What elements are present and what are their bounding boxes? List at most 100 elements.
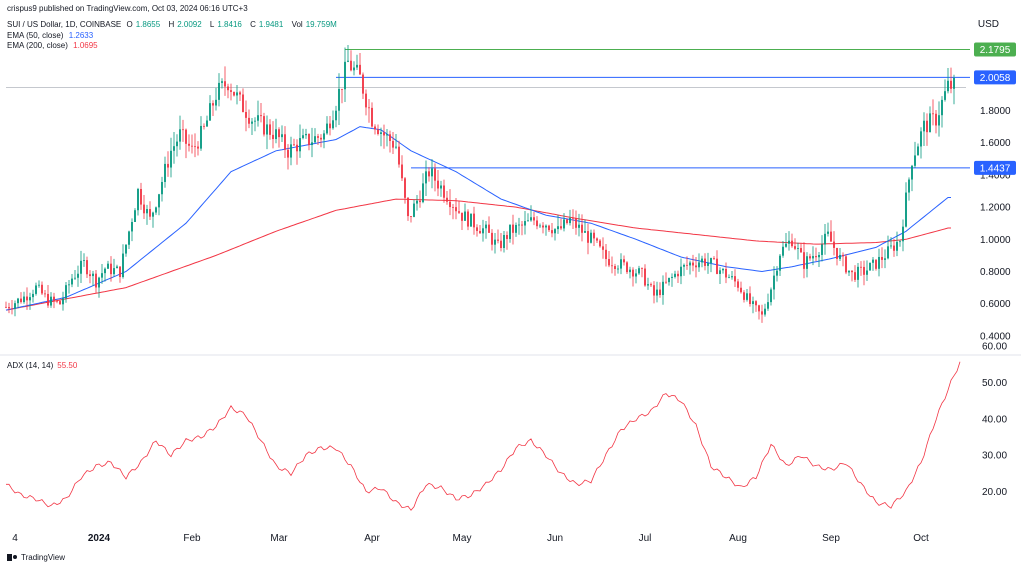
candle[interactable] [44, 290, 46, 298]
candle[interactable] [833, 231, 835, 256]
candle[interactable] [368, 99, 370, 123]
candle[interactable] [545, 224, 547, 236]
candle[interactable] [803, 242, 805, 279]
candle[interactable] [611, 256, 613, 274]
candle[interactable] [902, 219, 904, 252]
candle[interactable] [287, 144, 289, 170]
adx-line[interactable] [6, 361, 961, 511]
candle[interactable] [80, 250, 82, 283]
candle[interactable] [98, 276, 100, 298]
candle[interactable] [560, 218, 562, 231]
candle[interactable] [641, 267, 643, 278]
candle[interactable] [782, 240, 784, 258]
candle[interactable] [446, 190, 448, 205]
candle[interactable] [203, 123, 205, 130]
candle[interactable] [506, 231, 508, 250]
candle[interactable] [500, 233, 502, 252]
candle[interactable] [827, 222, 829, 237]
candle[interactable] [260, 102, 262, 123]
candle[interactable] [812, 246, 814, 266]
candle[interactable] [308, 133, 310, 151]
candle[interactable] [839, 247, 841, 261]
candle[interactable] [185, 128, 187, 159]
candle[interactable] [914, 141, 916, 168]
candle[interactable] [173, 132, 175, 164]
candle[interactable] [131, 218, 133, 242]
candle[interactable] [908, 177, 910, 201]
candle[interactable] [74, 269, 76, 280]
candle[interactable] [728, 274, 730, 279]
candle[interactable] [434, 163, 436, 192]
candle[interactable] [689, 260, 691, 275]
candle[interactable] [632, 267, 634, 287]
candle[interactable] [527, 213, 529, 222]
candle[interactable] [350, 50, 352, 72]
candle[interactable] [263, 112, 265, 137]
candle[interactable] [590, 229, 592, 244]
candle[interactable] [617, 265, 619, 274]
ema200-line[interactable] [5, 198, 951, 311]
candle[interactable] [950, 67, 952, 94]
candle[interactable] [794, 238, 796, 251]
candle[interactable] [791, 233, 793, 248]
candle[interactable] [95, 269, 97, 294]
candle[interactable] [65, 281, 67, 303]
candle[interactable] [347, 44, 349, 63]
candle[interactable] [233, 91, 235, 97]
candle[interactable] [194, 133, 196, 158]
candle[interactable] [659, 282, 661, 298]
candle[interactable] [464, 203, 466, 221]
candle[interactable] [692, 254, 694, 272]
candle[interactable] [875, 259, 877, 271]
candle[interactable] [125, 244, 127, 257]
candle[interactable] [161, 176, 163, 202]
candle[interactable] [740, 281, 742, 294]
candle[interactable] [671, 273, 673, 287]
candle[interactable] [821, 235, 823, 262]
candle[interactable] [743, 290, 745, 303]
candle[interactable] [797, 242, 799, 260]
candle[interactable] [248, 109, 250, 129]
candle[interactable] [575, 210, 577, 235]
candle[interactable] [326, 116, 328, 135]
candle[interactable] [257, 100, 259, 127]
candle[interactable] [5, 301, 7, 309]
candle[interactable] [455, 197, 457, 220]
candle[interactable] [860, 261, 862, 276]
candle[interactable] [656, 281, 658, 303]
candle[interactable] [212, 100, 214, 116]
candle[interactable] [230, 83, 232, 101]
candle[interactable] [458, 200, 460, 214]
candle[interactable] [938, 101, 940, 137]
candle[interactable] [77, 265, 79, 287]
candle[interactable] [47, 285, 49, 308]
candle[interactable] [377, 124, 379, 136]
candle[interactable] [317, 133, 319, 145]
candle[interactable] [419, 190, 421, 208]
candle[interactable] [422, 173, 424, 204]
candle[interactable] [806, 252, 808, 278]
candle[interactable] [272, 121, 274, 149]
candle[interactable] [953, 74, 955, 105]
candle[interactable] [101, 263, 103, 284]
candle[interactable] [566, 218, 568, 225]
candle[interactable] [41, 281, 43, 295]
candle[interactable] [668, 277, 670, 286]
candle[interactable] [818, 252, 820, 267]
candle[interactable] [518, 217, 520, 235]
candle[interactable] [554, 228, 556, 241]
candle[interactable] [296, 139, 298, 165]
candle[interactable] [170, 137, 172, 178]
candle[interactable] [182, 119, 184, 142]
candle[interactable] [800, 243, 802, 253]
candle[interactable] [593, 229, 595, 247]
candle[interactable] [188, 134, 190, 152]
candle[interactable] [59, 300, 61, 305]
candle[interactable] [530, 205, 532, 222]
candle[interactable] [26, 287, 28, 310]
candle[interactable] [452, 203, 454, 220]
candle[interactable] [569, 209, 571, 226]
candle[interactable] [749, 286, 751, 307]
candle[interactable] [395, 134, 397, 150]
candle[interactable] [776, 266, 778, 282]
